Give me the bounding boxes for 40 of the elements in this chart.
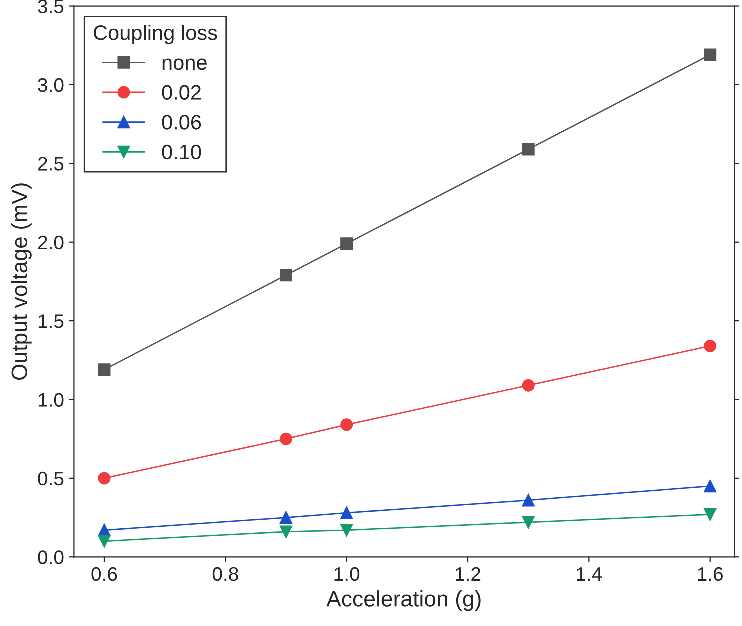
y-tick-label: 2.0: [38, 236, 64, 250]
y-tick-label: 0.0: [38, 550, 64, 564]
y-tick-label: 3.0: [38, 78, 64, 92]
point: [340, 238, 354, 250]
x-tick-label: 1.6: [698, 567, 724, 582]
x-tick-label: 1.0: [334, 567, 360, 582]
point: [98, 472, 111, 485]
x-tick-label: 1.4: [577, 568, 602, 581]
point: [522, 379, 535, 392]
x-tick-label: 0.6: [92, 567, 118, 582]
point: [98, 535, 111, 548]
point: [280, 269, 292, 282]
point: [704, 340, 717, 352]
point: [704, 508, 717, 521]
x-tick-label: 1.2: [456, 567, 481, 581]
point: [522, 516, 535, 529]
y-tick-label: 1.5: [38, 314, 64, 328]
y-tick-label: 1.0: [38, 393, 64, 407]
legend-label: 0.02: [162, 85, 201, 100]
point: [522, 494, 535, 507]
legend-label: none: [162, 58, 207, 70]
y-axis-title: Output voltage (mV): [11, 184, 32, 380]
legend-label: 0.06: [162, 115, 202, 130]
point: [704, 48, 717, 62]
point: [340, 418, 354, 432]
y-tick-label: 0.5: [38, 472, 64, 486]
legend-label: 0.10: [162, 144, 202, 160]
point: [340, 506, 354, 520]
point: [280, 526, 292, 538]
point: [704, 480, 717, 493]
point: [280, 432, 292, 446]
y-tick-label: 3.5: [38, 0, 64, 14]
point: [280, 512, 292, 524]
point: [98, 364, 111, 376]
y-tick-label: 2.5: [38, 157, 64, 171]
legend-title: Coupling loss: [94, 25, 218, 44]
point: [522, 143, 535, 156]
x-axis-title: Acceleration (g): [326, 590, 481, 612]
point: [340, 524, 354, 537]
x-tick-label: 0.8: [212, 567, 238, 582]
